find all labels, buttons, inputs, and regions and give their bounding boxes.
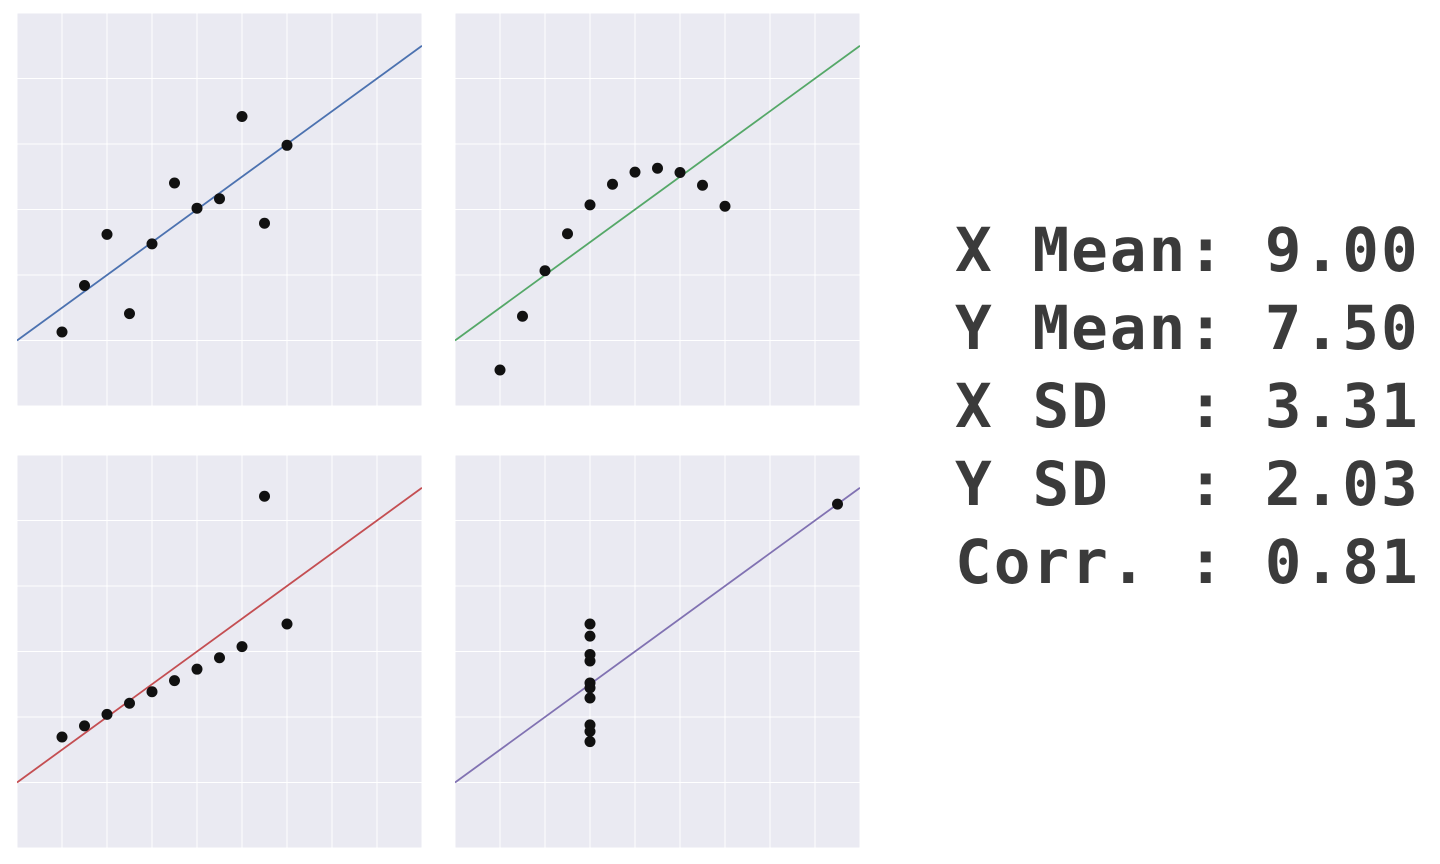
scatter-plot-4 bbox=[455, 455, 860, 848]
scatter-panel-bottom-right bbox=[455, 455, 860, 848]
data-point bbox=[259, 490, 270, 502]
data-point bbox=[191, 663, 203, 675]
data-point bbox=[124, 308, 135, 320]
grid-lines bbox=[455, 455, 860, 848]
stat-correlation: Corr. : 0.81 bbox=[955, 527, 1420, 598]
scatter-panel-top-left bbox=[17, 13, 422, 406]
regression-line bbox=[455, 45, 860, 342]
summary-statistics: X Mean: 9.00 Y Mean: 7.50 X SD : 3.31 Y … bbox=[955, 212, 1420, 602]
scatter-plot-3 bbox=[17, 455, 422, 848]
data-point bbox=[169, 675, 180, 687]
data-point bbox=[719, 200, 731, 212]
data-point bbox=[101, 708, 113, 720]
grid-lines bbox=[17, 455, 422, 848]
stat-x-sd: X SD : 3.31 bbox=[955, 371, 1420, 442]
data-point bbox=[101, 228, 113, 240]
stat-y-sd: Y SD : 2.03 bbox=[955, 449, 1420, 520]
data-point bbox=[259, 217, 270, 229]
scatter-panel-top-right bbox=[455, 13, 860, 406]
data-point bbox=[584, 199, 596, 211]
data-point bbox=[674, 166, 686, 178]
data-point bbox=[56, 326, 68, 338]
stat-x-mean: X Mean: 9.00 bbox=[955, 215, 1420, 286]
data-point bbox=[562, 228, 573, 240]
data-point bbox=[584, 618, 596, 630]
data-point bbox=[539, 265, 551, 277]
data-point bbox=[652, 162, 663, 174]
data-point bbox=[236, 110, 248, 122]
data-point bbox=[281, 139, 293, 151]
data-point bbox=[191, 202, 203, 214]
data-point bbox=[494, 364, 506, 376]
regression-line bbox=[17, 45, 422, 342]
regression-line bbox=[455, 487, 860, 784]
data-point bbox=[584, 630, 596, 642]
data-point bbox=[584, 725, 596, 737]
data-point bbox=[517, 310, 528, 322]
data-point bbox=[697, 179, 708, 191]
scatter-plot-2 bbox=[455, 13, 860, 406]
data-point bbox=[214, 652, 225, 664]
data-point bbox=[832, 498, 843, 510]
data-point bbox=[79, 720, 90, 732]
data-point bbox=[146, 238, 158, 250]
data-point bbox=[236, 641, 248, 653]
data-point bbox=[79, 279, 90, 291]
data-point bbox=[169, 177, 180, 189]
data-point bbox=[214, 193, 225, 205]
data-point bbox=[124, 697, 135, 709]
data-point bbox=[146, 686, 158, 698]
data-point bbox=[584, 692, 596, 704]
data-point bbox=[56, 731, 68, 743]
data-point bbox=[584, 648, 596, 660]
scatter-panel-bottom-left bbox=[17, 455, 422, 848]
stat-y-mean: Y Mean: 7.50 bbox=[955, 293, 1420, 364]
scatter-plot-1 bbox=[17, 13, 422, 406]
regression-line bbox=[17, 487, 422, 784]
grid-lines bbox=[17, 13, 422, 406]
data-point bbox=[607, 178, 618, 190]
grid-lines bbox=[455, 13, 860, 406]
data-point bbox=[584, 736, 596, 748]
data-point bbox=[629, 166, 641, 178]
data-point bbox=[584, 682, 596, 694]
data-point bbox=[281, 618, 293, 630]
